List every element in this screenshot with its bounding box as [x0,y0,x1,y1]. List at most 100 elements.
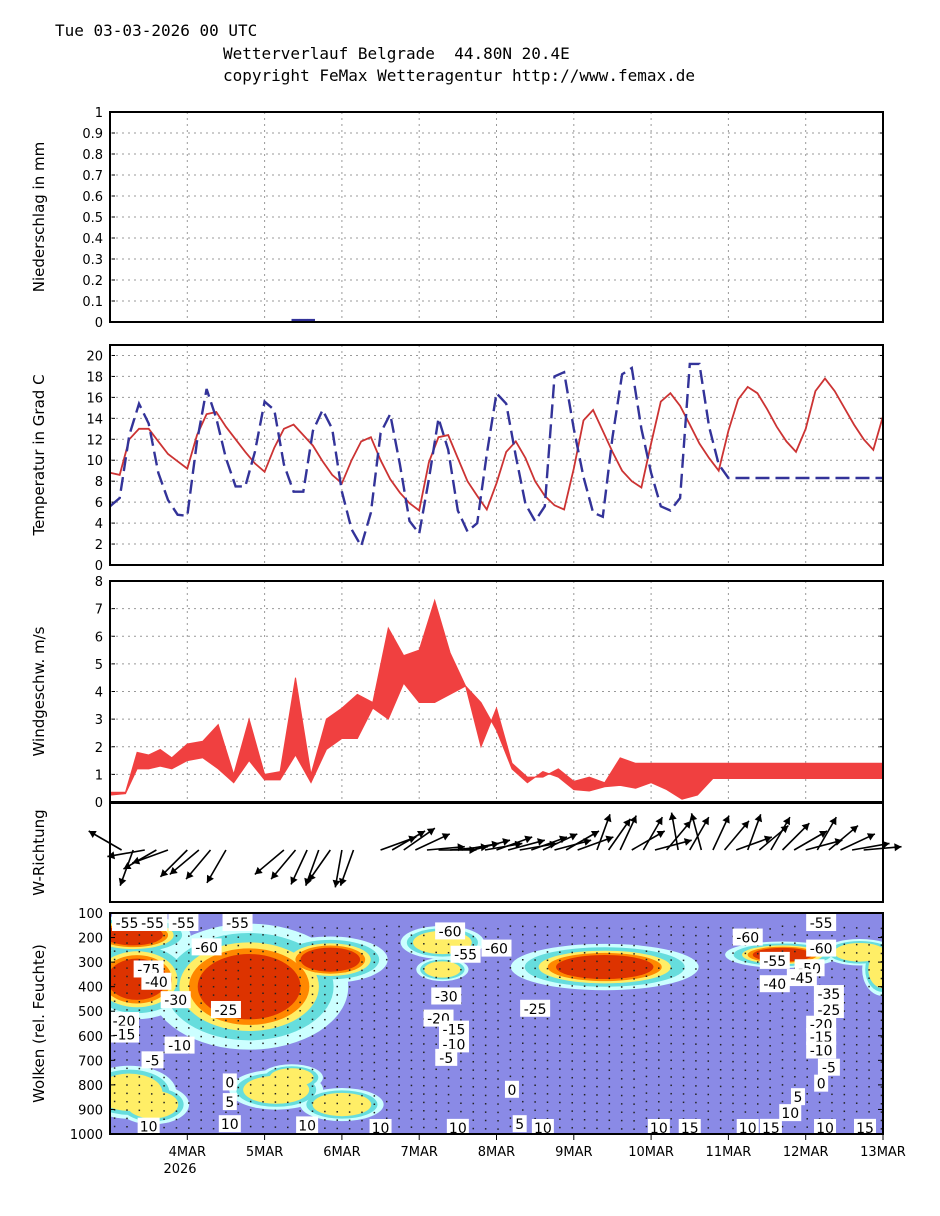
field-dot [126,1084,128,1086]
y-tick-label: 0.9 [82,127,103,142]
y-tick-label: 800 [78,1079,103,1094]
field-dot [175,968,178,970]
field-dot [868,1060,870,1063]
field-dot [769,936,771,939]
field-dot [472,1111,475,1113]
field-dot [744,1069,747,1072]
field-dot [200,1077,202,1080]
field-dot [583,1102,586,1104]
field-dot [534,950,536,953]
field-dot [126,992,128,994]
field-dot [596,927,598,929]
field-dot [509,992,512,994]
field-dot [806,1009,808,1012]
precip-bar [291,318,300,321]
field-dot [744,1111,747,1113]
field-dot [781,1059,784,1061]
contour-label-text: -10 [168,1039,191,1055]
field-dot [843,960,846,962]
field-dot [336,1010,338,1013]
wind-arrow [206,849,227,884]
field-dot [361,1119,363,1122]
field-dot [707,1043,710,1046]
field-dot [126,1117,128,1120]
field-dot [200,1052,202,1055]
field-dot [620,1111,623,1113]
field-dot [880,1128,883,1130]
field-dot [855,1052,858,1054]
field-dot [757,1111,759,1114]
field-dot [608,944,611,946]
field-dot [608,1119,611,1122]
field-dot [769,1095,771,1097]
field-dot [522,984,524,986]
wind-arrow-head [186,871,194,880]
field-dot [670,976,672,978]
field-dot [645,942,648,944]
field-dot [497,1053,499,1055]
field-dot [682,967,685,970]
contour-label: -5 [435,1048,458,1067]
field-dot [682,1101,685,1104]
field-dot [732,994,734,996]
field-dot [336,1019,338,1021]
wind-arrow [304,849,320,886]
field-dot [299,1076,301,1079]
field-dot [138,1026,141,1028]
field-dot [299,926,301,929]
field-dot [769,1036,771,1039]
field-dot [855,968,858,971]
field-dot [868,1044,870,1046]
field-dot [113,1125,116,1128]
field-dot [348,1111,351,1113]
field-dot [237,1053,240,1055]
field-dot [311,960,314,962]
contour-label: -55 [806,914,837,932]
field-dot [423,1084,425,1087]
field-dot [423,1093,425,1095]
field-dot [534,984,536,986]
contour-label-text: -5 [822,1061,836,1077]
field-dot [163,1118,165,1120]
field-dot [212,1027,215,1030]
field-dot [719,943,722,946]
field-dot [546,984,549,987]
field-dot [794,1000,796,1003]
contour-label-bg [806,914,837,931]
contour-label-text: 0 [225,1075,234,1091]
field-dot [868,1002,870,1005]
contour-label-text: -40 [145,975,168,991]
field-dot [855,1002,858,1004]
field-dot [757,1103,759,1105]
wind-arrow-head [169,866,178,875]
field-dot [596,994,598,996]
field-dot [138,1076,141,1078]
field-dot [682,1084,685,1087]
contour-label: -40 [759,975,790,993]
contour-label: -25 [210,1000,241,1019]
field-dot [546,1026,549,1028]
field-dot [855,1018,858,1021]
field-dot [806,1067,808,1070]
field-dot [311,935,314,937]
contour-label-bg [520,999,551,1017]
field-dot [719,985,722,987]
field-dot [633,1019,635,1022]
field-dot [175,1110,178,1112]
field-dot [472,969,475,971]
field-dot [509,1058,512,1061]
wind-arrow-head [819,831,827,838]
field-dot [200,985,202,988]
field-dot [757,1086,759,1089]
contour-label-bg [222,914,253,931]
field-dot [645,992,648,994]
field-dot [682,1034,685,1037]
field-dot [188,960,190,962]
field-dot [324,960,326,962]
field-dot [868,927,870,929]
field-dot [831,968,833,970]
field-dot [163,1110,165,1112]
field-dot [150,1026,153,1028]
field-dot [645,983,648,986]
field-dot [150,959,153,962]
